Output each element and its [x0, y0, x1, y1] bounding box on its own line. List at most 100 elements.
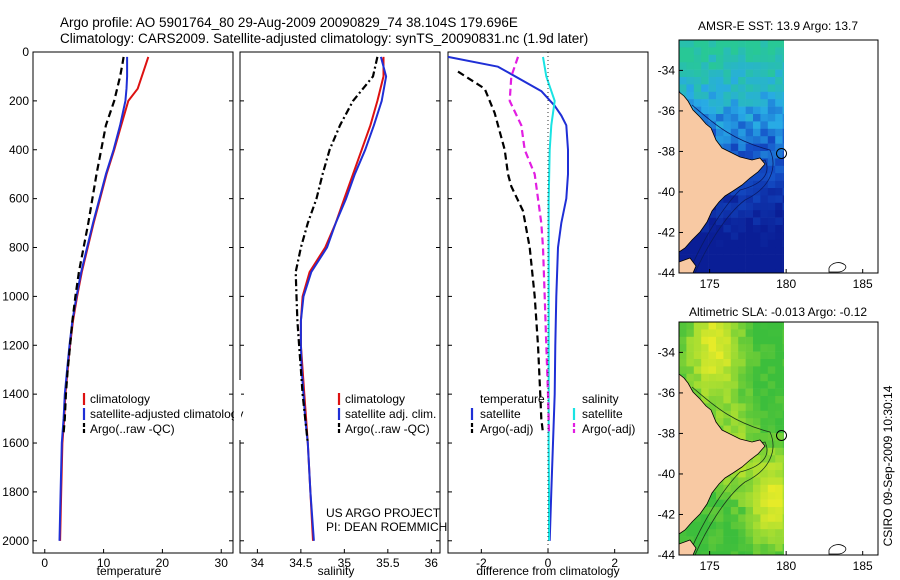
- sst-overlays: [679, 40, 878, 273]
- heatmap-cell: [760, 232, 769, 241]
- heatmap-cell: [708, 77, 717, 85]
- heatmap-cell: [708, 269, 717, 273]
- heatmap-cell: [693, 269, 702, 273]
- heatmap-cell: [730, 521, 739, 530]
- heatmap-cell: [745, 521, 754, 530]
- map-x-tick-label: 175: [700, 277, 720, 291]
- heatmap-cell: [753, 381, 761, 389]
- heatmap-cell: [701, 62, 709, 70]
- heatmap-cell: [693, 62, 702, 70]
- heatmap-cell: [738, 269, 746, 273]
- salinity-panel-frame: [239, 51, 441, 554]
- heatmap-cell: [716, 239, 724, 248]
- heatmap-cell: [738, 47, 746, 56]
- x-tick-label: 35.5: [376, 556, 400, 570]
- heatmap-cell: [730, 492, 739, 500]
- heatmap-cell: [686, 322, 695, 330]
- heatmap-cell: [701, 106, 709, 115]
- heatmap-cell: [701, 225, 709, 233]
- heatmap-cell: [730, 84, 739, 93]
- heatmap-cell: [738, 143, 746, 152]
- heatmap-cell: [753, 173, 761, 181]
- heatmap-cell: [730, 232, 739, 241]
- heatmap-cell: [760, 225, 769, 233]
- heatmap-cell: [693, 99, 702, 107]
- heatmap-cell: [716, 247, 724, 255]
- heatmap-cell: [745, 462, 754, 471]
- heatmap-cell: [760, 344, 769, 352]
- sst-contour-2: [691, 104, 774, 273]
- heatmap-cell: [716, 106, 724, 115]
- heatmap-cell: [775, 514, 783, 523]
- heatmap-cell: [745, 388, 754, 397]
- heatmap-cell: [716, 202, 724, 211]
- heatmap-cell: [775, 173, 783, 181]
- heatmap-cell: [730, 254, 739, 263]
- heatmap-cell: [767, 388, 776, 397]
- heatmap-cell: [738, 128, 746, 137]
- heatmap-cell: [753, 239, 761, 248]
- heatmap-cell: [775, 210, 783, 218]
- heatmap-cell: [679, 84, 687, 93]
- heatmap-cell: [716, 344, 724, 352]
- heatmap-cell: [701, 351, 709, 360]
- heatmap-cell: [753, 254, 761, 263]
- heatmap-cell: [745, 418, 754, 426]
- heatmap-cell: [753, 521, 761, 530]
- heatmap-cell: [775, 462, 783, 471]
- heatmap-cell: [767, 173, 776, 181]
- heatmap-cell: [708, 84, 717, 93]
- salinity-xlabel: salinity: [318, 564, 355, 578]
- heatmap-cell: [723, 359, 732, 367]
- heatmap-cell: [716, 40, 724, 48]
- heatmap-cell: [745, 151, 754, 159]
- heatmap-cell: [760, 269, 769, 273]
- heatmap-cell: [745, 373, 754, 382]
- heatmap-cell: [686, 373, 695, 382]
- heatmap-cell: [760, 217, 769, 226]
- heatmap-cell: [723, 91, 732, 100]
- heatmap-cell: [767, 373, 776, 382]
- heatmap-cell: [723, 106, 732, 115]
- heatmap-cell: [767, 225, 776, 233]
- heatmap-cell: [730, 514, 739, 523]
- map-y-tick-label: -36: [658, 386, 676, 400]
- heatmap-cell: [708, 381, 717, 389]
- series-argo-raw-qc-: [62, 56, 125, 434]
- heatmap-cell: [686, 529, 695, 537]
- heatmap-cell: [693, 232, 702, 241]
- heatmap-cell: [693, 106, 702, 115]
- project-pi: PI: DEAN ROEMMICH: [326, 520, 447, 534]
- heatmap-cell: [753, 336, 761, 345]
- heatmap-cell: [730, 529, 739, 537]
- heatmap-cell: [716, 329, 724, 338]
- heatmap-cell: [767, 551, 776, 555]
- salinity-series: [294, 56, 388, 541]
- heatmap-cell: [753, 114, 761, 122]
- heatmap-cell: [716, 544, 724, 552]
- heatmap-cell: [723, 484, 732, 493]
- heatmap-cell: [701, 232, 709, 241]
- heatmap-cell: [723, 381, 732, 389]
- heatmap-cell: [730, 143, 739, 152]
- heatmap-cell: [701, 359, 709, 367]
- heatmap-cell: [701, 381, 709, 389]
- difference-legend: temperature satellite Argo(-adj) salinit…: [470, 392, 635, 436]
- map-y-tick-label: -36: [658, 104, 676, 118]
- heatmap-cell: [767, 492, 776, 500]
- heatmap-cell: [760, 447, 769, 456]
- heatmap-cell: [730, 77, 739, 85]
- heatmap-cell: [730, 54, 739, 63]
- heatmap-cell: [760, 403, 769, 412]
- heatmap-cell: [708, 99, 717, 107]
- heatmap-cell: [679, 344, 687, 352]
- heatmap-cell: [679, 47, 687, 56]
- heatmap-cell: [693, 54, 702, 63]
- heatmap-cell: [738, 336, 746, 345]
- heatmap-cell: [738, 359, 746, 367]
- heatmap-cell: [723, 322, 732, 330]
- heatmap-cell: [767, 62, 776, 70]
- heatmap-cell: [760, 106, 769, 115]
- heatmap-cell: [775, 381, 783, 389]
- heatmap-cell: [745, 180, 754, 189]
